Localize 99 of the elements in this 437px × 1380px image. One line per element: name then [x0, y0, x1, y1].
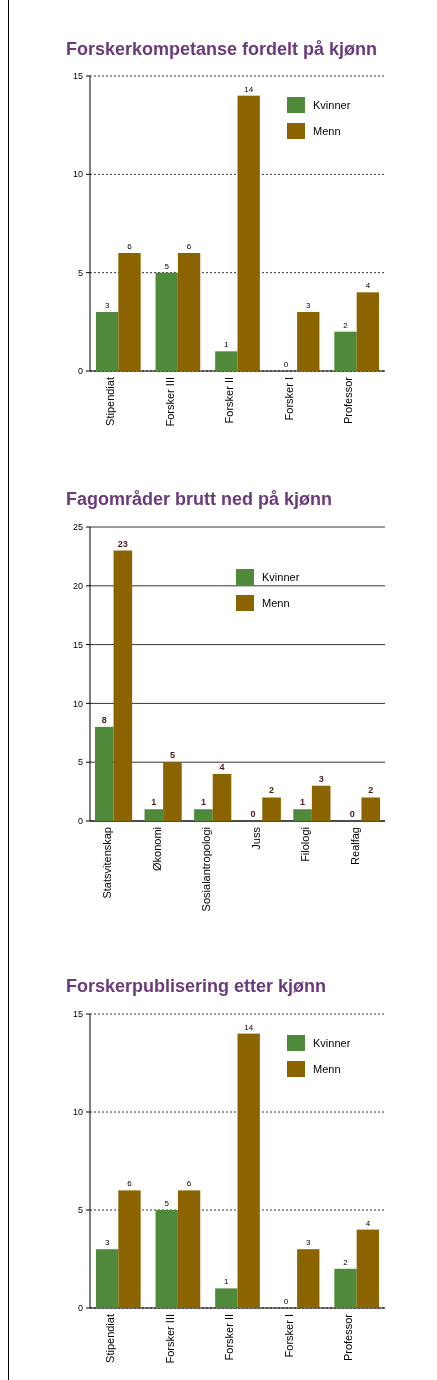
- legend-label: Menn: [262, 596, 290, 609]
- data-label: 2: [343, 1257, 349, 1267]
- bar: [113, 550, 133, 821]
- bar: [297, 1249, 320, 1308]
- bar: [215, 1288, 238, 1308]
- x-tick-label: Forsker II: [223, 1314, 236, 1361]
- y-tick-label: 0: [77, 366, 83, 377]
- bar: [237, 1033, 260, 1308]
- x-tick-label: Juss: [249, 826, 262, 850]
- data-label: 0: [283, 360, 289, 369]
- legend-label: Kvinner: [262, 570, 300, 583]
- data-label: 6: [127, 242, 133, 251]
- chart-title: Forskerkompetanse fordelt på kjønn: [66, 39, 378, 59]
- x-tick-label: Realfag: [349, 827, 361, 865]
- bar: [177, 253, 201, 371]
- bar: [237, 95, 260, 371]
- data-label: 5: [164, 261, 170, 271]
- data-label: 3: [306, 1238, 312, 1248]
- bar: [361, 797, 381, 821]
- y-tick-label: 10: [72, 698, 83, 709]
- x-tick-label: Stipendiat: [103, 1314, 116, 1363]
- y-tick-label: 0: [77, 1303, 83, 1314]
- data-label: 3: [104, 1238, 110, 1248]
- bar: [194, 809, 213, 821]
- data-label: 0: [283, 1297, 289, 1306]
- data-label: 5: [169, 750, 175, 761]
- bar: [95, 1249, 119, 1308]
- bar: [94, 726, 114, 821]
- legend-label: Menn: [313, 1062, 341, 1075]
- y-tick-label: 25: [72, 522, 83, 533]
- x-tick-label: Professor: [342, 376, 355, 425]
- y-tick-label: 5: [77, 757, 83, 768]
- bar: [155, 272, 178, 371]
- chart-title: Forskerpublisering etter kjønn: [66, 976, 327, 996]
- data-label: 2: [343, 320, 349, 330]
- data-label: 1: [200, 797, 206, 808]
- data-label: 4: [219, 761, 225, 772]
- x-tick-label: Forsker I: [282, 1314, 295, 1358]
- bar: [262, 797, 281, 821]
- data-label: 1: [224, 340, 230, 350]
- data-label: 3: [306, 301, 312, 310]
- y-tick-label: 15: [72, 71, 83, 82]
- data-label: 2: [269, 785, 275, 796]
- data-label: 0: [349, 809, 355, 819]
- data-label: 6: [186, 1179, 192, 1189]
- x-tick-label: Stipendiat: [103, 377, 116, 426]
- data-label: 2: [368, 785, 374, 796]
- y-tick-label: 10: [72, 1107, 83, 1118]
- x-tick-label: Statsvitenskap: [101, 827, 114, 899]
- y-tick-label: 15: [72, 1009, 83, 1020]
- legend-label: Kvinner: [313, 1036, 351, 1049]
- x-tick-label: Forsker III: [163, 377, 176, 427]
- x-tick-label: Filologi: [299, 827, 312, 862]
- bar: [356, 292, 380, 371]
- data-label: 1: [300, 797, 306, 808]
- x-tick-label: Forsker III: [163, 1314, 176, 1364]
- data-label: 23: [117, 538, 128, 549]
- bar: [297, 312, 320, 371]
- x-tick-label: Økonomi: [150, 827, 163, 872]
- y-tick-label: 15: [72, 639, 83, 650]
- y-tick-label: 10: [72, 169, 83, 180]
- bar: [155, 1210, 178, 1308]
- bar: [356, 1229, 380, 1308]
- data-label: 5: [164, 1199, 170, 1208]
- bar: [95, 312, 119, 371]
- bar: [293, 809, 312, 821]
- bar: [215, 351, 238, 371]
- legend-label: Menn: [313, 124, 341, 137]
- data-label: 1: [151, 797, 157, 808]
- x-tick-label: Forsker II: [223, 377, 236, 424]
- x-tick-label: Sosialantropologi: [200, 827, 213, 912]
- bar: [163, 762, 182, 821]
- y-tick-label: 0: [77, 816, 83, 827]
- bar: [118, 1190, 141, 1308]
- x-tick-label: Professor: [342, 1313, 355, 1362]
- data-label: 3: [104, 301, 110, 310]
- chart-title: Fagområder brutt ned på kjønn: [66, 489, 333, 509]
- data-label: 8: [101, 714, 107, 725]
- data-label: 14: [244, 84, 254, 94]
- bar: [144, 809, 164, 821]
- y-tick-label: 20: [72, 580, 83, 591]
- legend-label: Kvinner: [313, 98, 351, 111]
- data-label: 4: [365, 281, 371, 291]
- bar: [334, 1268, 357, 1308]
- data-label: 6: [186, 242, 192, 251]
- data-label: 0: [250, 809, 256, 819]
- x-tick-label: Forsker I: [282, 377, 295, 421]
- y-tick-label: 5: [77, 1205, 83, 1216]
- bar: [311, 785, 331, 821]
- bar: [118, 253, 141, 371]
- data-label: 14: [244, 1022, 254, 1032]
- data-label: 4: [365, 1218, 371, 1228]
- data-label: 6: [127, 1179, 133, 1189]
- bar: [177, 1190, 201, 1308]
- bar: [334, 331, 357, 371]
- y-tick-label: 5: [77, 267, 83, 278]
- data-label: 3: [318, 773, 324, 784]
- data-label: 1: [224, 1277, 230, 1287]
- bar: [212, 773, 232, 821]
